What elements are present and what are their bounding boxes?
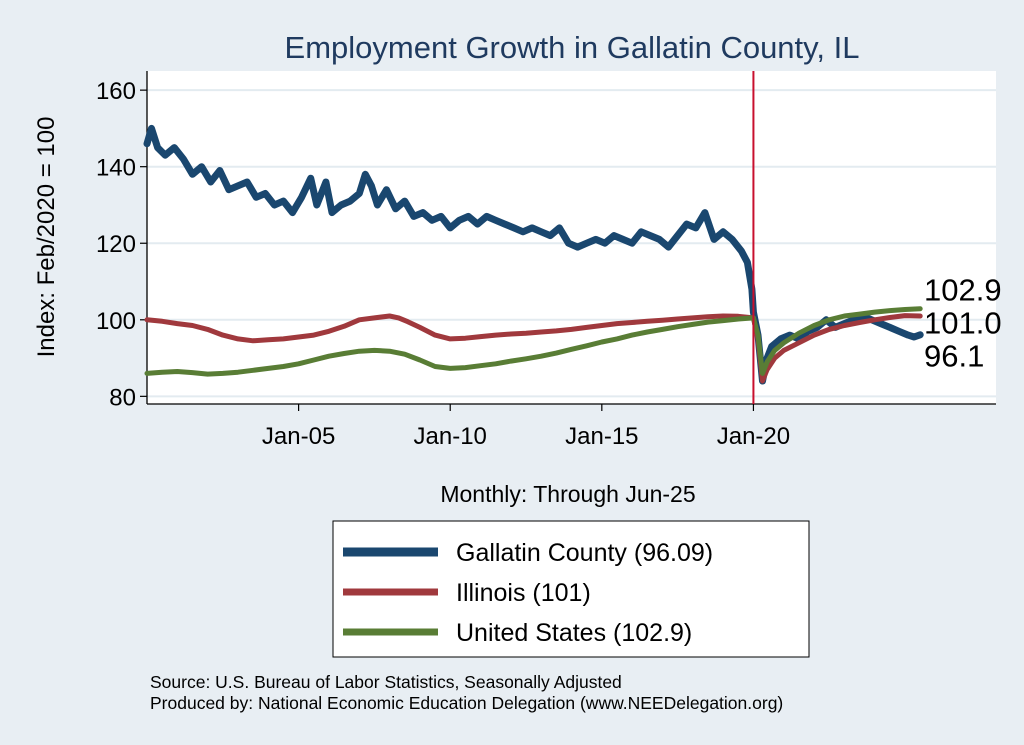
x-axis-label: Monthly: Through Jun-25 [440,481,695,507]
legend-label-united-states: United States (102.9) [456,619,692,647]
series-line-gallatin-county [143,124,924,385]
x-tick-label-jan-10: Jan-10 [414,423,487,450]
end-label-illinois: 101.0 [924,306,1002,341]
series-line-united-states [144,306,923,377]
legend-label-illinois: Illinois (101) [456,579,591,607]
end-label-gallatin-county: 96.1 [924,339,984,374]
end-label-united-states: 102.9 [924,273,1002,308]
x-tick-label-jan-05: Jan-05 [262,423,335,450]
y-axis-label: Index: Feb/2020 = 100 [33,117,60,358]
plot-area [147,71,996,404]
y-tick-label-100: 100 [96,308,136,335]
y-tick-label-140: 140 [96,155,136,182]
legend: Gallatin County (96.09) Illinois (101) U… [332,520,810,658]
y-tick-label-80: 80 [109,384,136,411]
source-note: Source: U.S. Bureau of Labor Statistics,… [150,672,622,692]
series-lines [143,124,924,385]
y-tick-label-160: 160 [96,78,136,105]
producer-note: Produced by: National Economic Education… [150,693,783,713]
y-tick-label-120: 120 [96,231,136,258]
y-ticks: 80 100 120 140 160 [96,78,147,411]
legend-label-gallatin: Gallatin County (96.09) [456,539,713,567]
x-ticks: Jan-05 Jan-10 Jan-15 Jan-20 [262,404,790,450]
chart-title: Employment Growth in Gallatin County, IL [285,30,860,65]
x-tick-label-jan-20: Jan-20 [717,423,790,450]
x-tick-label-jan-15: Jan-15 [565,423,638,450]
series-line-illinois [144,313,923,384]
